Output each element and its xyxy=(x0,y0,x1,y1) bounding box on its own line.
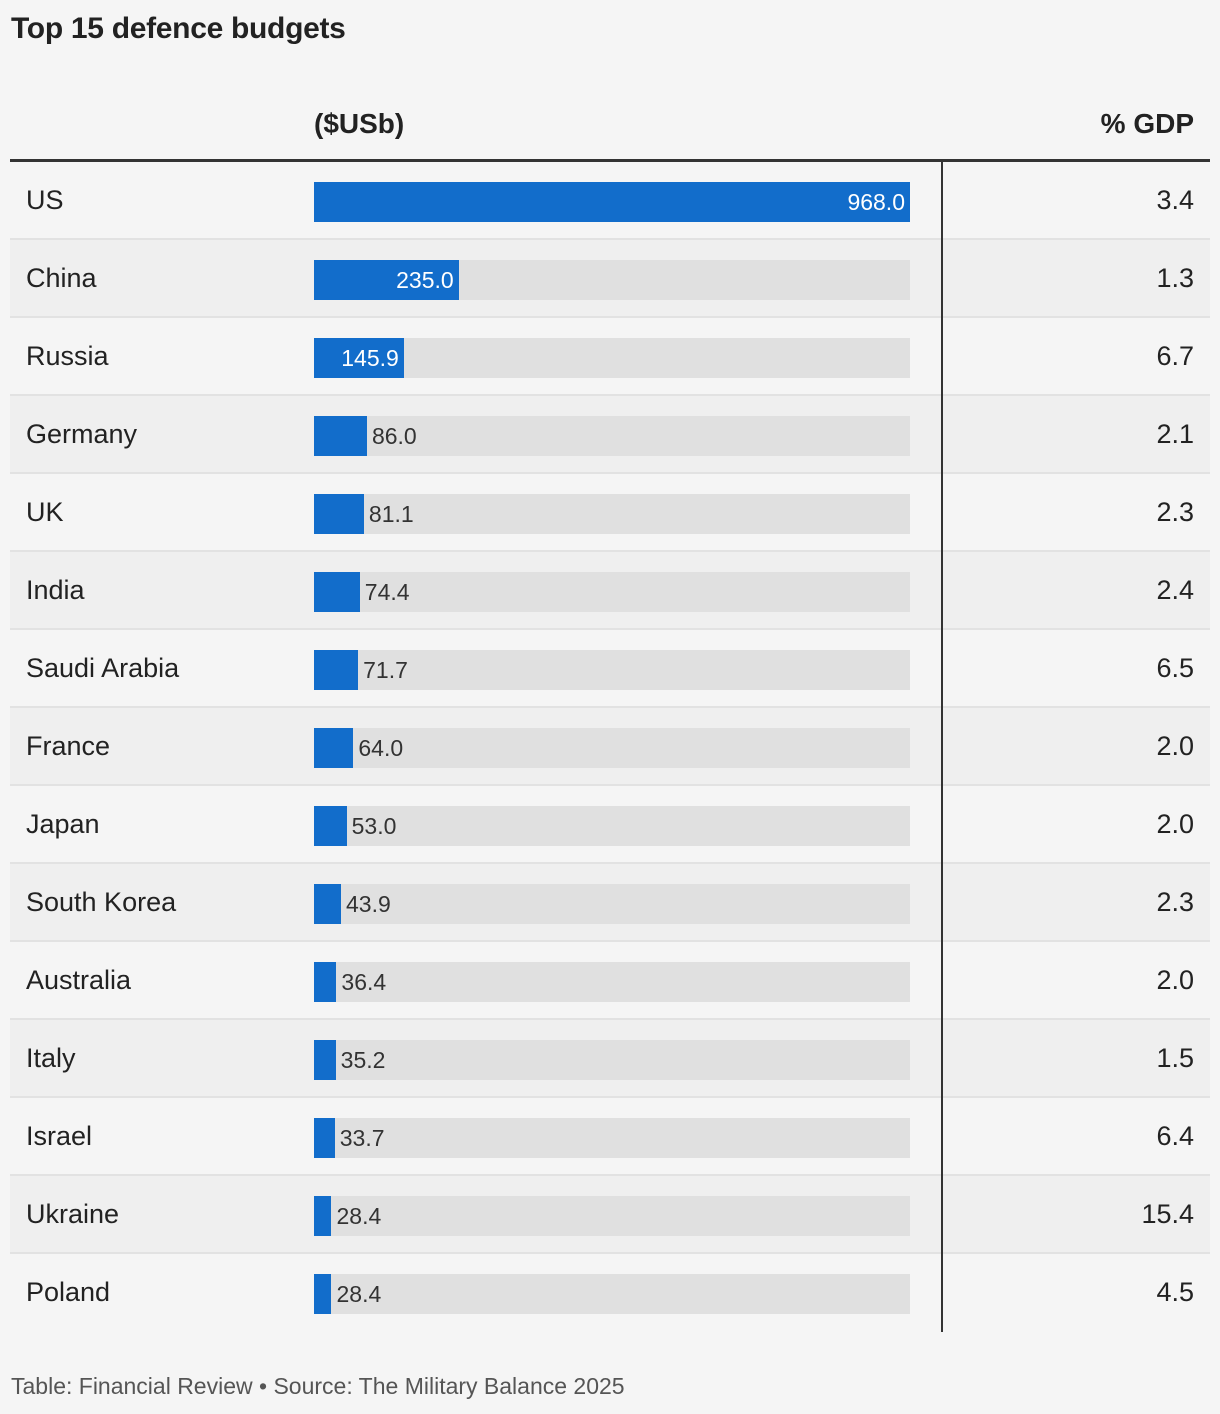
budget-value-label: 33.7 xyxy=(339,1125,385,1151)
budget-bar xyxy=(314,260,459,300)
table-row: Japan 53.0 2.0 xyxy=(10,786,1210,864)
budget-bar xyxy=(314,416,367,456)
bar-track: 43.9 xyxy=(314,884,910,924)
country-label: France xyxy=(26,731,111,761)
country-label: US xyxy=(26,185,64,215)
country-label: Ukraine xyxy=(26,1199,120,1229)
budget-bar xyxy=(314,1196,332,1236)
column-header-gdp: % GDP xyxy=(1100,108,1194,139)
table-row: Russia 145.9 6.7 xyxy=(10,318,1210,396)
budget-value-label: 71.7 xyxy=(363,657,408,683)
gdp-value: 2.0 xyxy=(1156,809,1194,839)
budget-value-label: 86.0 xyxy=(371,423,417,449)
gdp-value: 6.7 xyxy=(1156,341,1194,371)
header-rule xyxy=(10,159,1210,162)
budget-bar xyxy=(314,650,359,690)
gdp-value: 1.3 xyxy=(1156,263,1194,293)
table-row: Poland 28.4 4.5 xyxy=(10,1254,1210,1332)
country-label: India xyxy=(26,575,85,605)
gdp-value: 6.5 xyxy=(1156,653,1194,683)
gdp-value: 15.4 xyxy=(1141,1199,1194,1229)
budget-bar xyxy=(314,1118,335,1158)
budget-bar xyxy=(314,494,364,534)
budget-value-label: 53.0 xyxy=(351,813,397,839)
gdp-value: 1.5 xyxy=(1156,1043,1194,1073)
budget-bar xyxy=(314,572,360,612)
bar-track: 33.7 xyxy=(314,1118,910,1158)
country-label: Australia xyxy=(26,965,132,995)
table-row: Ukraine 28.4 15.4 xyxy=(10,1176,1210,1254)
budget-value-label: 81.1 xyxy=(368,501,414,527)
bar-track: 71.7 xyxy=(314,650,910,690)
country-label: Saudi Arabia xyxy=(26,653,180,683)
gdp-value: 4.5 xyxy=(1156,1277,1194,1307)
country-label: Germany xyxy=(26,419,138,449)
column-header-usd: ($USb) xyxy=(314,108,405,139)
budget-value-label: 235.0 xyxy=(396,267,454,293)
bar-track: 35.2 xyxy=(314,1040,910,1080)
table-row: Australia 36.4 2.0 xyxy=(10,942,1210,1020)
country-label: China xyxy=(26,263,97,293)
table-row: Germany 86.0 2.1 xyxy=(10,396,1210,474)
table-body: US 968.0 3.4 China 235.0 1.3 Russia 145.9 6.7 Ger… xyxy=(10,162,1210,1332)
budget-value-label: 145.9 xyxy=(341,345,399,371)
gdp-value: 6.4 xyxy=(1156,1121,1194,1151)
gdp-value: 2.3 xyxy=(1156,887,1194,917)
country-label: Poland xyxy=(26,1277,111,1307)
budget-bar xyxy=(314,728,354,768)
gdp-value: 2.1 xyxy=(1156,419,1194,449)
table-row: France 64.0 2.0 xyxy=(10,708,1210,786)
budget-value-label: 28.4 xyxy=(336,1281,382,1307)
budget-value-label: 28.4 xyxy=(336,1203,382,1229)
column-divider xyxy=(941,162,943,1332)
gdp-value: 2.3 xyxy=(1156,497,1194,527)
bar-track: 74.4 xyxy=(314,572,910,612)
bar-track: 28.4 xyxy=(314,1196,910,1236)
bar-track: 968.0 xyxy=(314,182,910,222)
gdp-value: 2.0 xyxy=(1156,965,1194,995)
bar-track: 235.0 xyxy=(314,260,910,300)
bar-track: 86.0 xyxy=(314,416,910,456)
table-row: Italy 35.2 1.5 xyxy=(10,1020,1210,1098)
bar-track: 145.9 xyxy=(314,338,910,378)
table-row: South Korea 43.9 2.3 xyxy=(10,864,1210,942)
country-label: UK xyxy=(26,497,64,527)
country-label: South Korea xyxy=(26,887,177,917)
budget-bar xyxy=(314,884,342,924)
bar-track: 36.4 xyxy=(314,962,910,1002)
source-footer: Table: Financial Review • Source: The Mi… xyxy=(11,1373,625,1399)
bar-track: 53.0 xyxy=(314,806,910,846)
bar-track: 81.1 xyxy=(314,494,910,534)
budget-bar xyxy=(314,182,910,222)
budget-bar xyxy=(314,962,337,1002)
budget-bar xyxy=(314,1274,332,1314)
gdp-value: 2.4 xyxy=(1156,575,1194,605)
country-label: Israel xyxy=(26,1121,93,1151)
country-label: Japan xyxy=(26,809,100,839)
table-row: China 235.0 1.3 xyxy=(10,240,1210,318)
table-row: India 74.4 2.4 xyxy=(10,552,1210,630)
budget-value-label: 35.2 xyxy=(340,1047,386,1073)
bar-track: 64.0 xyxy=(314,728,910,768)
budget-value-label: 64.0 xyxy=(358,735,404,761)
country-label: Italy xyxy=(26,1043,76,1073)
table-row: Israel 33.7 6.4 xyxy=(10,1098,1210,1176)
budget-bar xyxy=(314,338,404,378)
budget-value-label: 968.0 xyxy=(847,189,905,215)
budget-value-label: 36.4 xyxy=(341,969,387,995)
gdp-value: 2.0 xyxy=(1156,731,1194,761)
budget-value-label: 43.9 xyxy=(346,891,391,917)
chart-title: Top 15 defence budgets xyxy=(11,12,346,45)
budget-bar xyxy=(314,806,347,846)
table-row: UK 81.1 2.3 xyxy=(10,474,1210,552)
gdp-value: 3.4 xyxy=(1156,185,1194,215)
country-label: Russia xyxy=(26,341,109,371)
budget-bar xyxy=(314,1040,336,1080)
bar-track: 28.4 xyxy=(314,1274,910,1314)
table-row: Saudi Arabia 71.7 6.5 xyxy=(10,630,1210,708)
table-row: US 968.0 3.4 xyxy=(10,162,1210,240)
budget-value-label: 74.4 xyxy=(364,579,410,605)
